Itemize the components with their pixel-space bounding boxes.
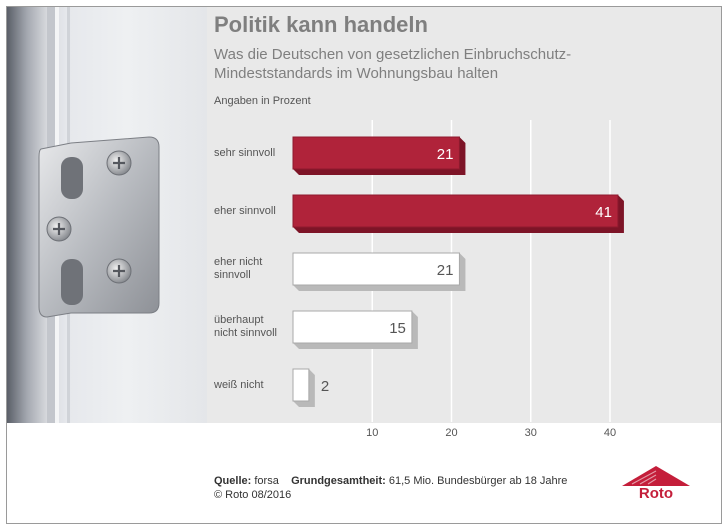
category-label: weiß nicht: [214, 379, 264, 392]
footer: [7, 423, 721, 523]
bar-value-label: 21: [437, 146, 454, 163]
bar-face: [292, 194, 619, 228]
unit-label: Angaben in Prozent: [214, 95, 311, 107]
category-label-line: eher nicht: [214, 256, 263, 268]
x-axis-ticks: 10 20 30 40: [366, 427, 616, 439]
bar-value-label: 15: [389, 320, 406, 337]
category-label: eher sinnvoll: [214, 205, 276, 218]
bar-face: [292, 368, 310, 402]
bar-value-label: 41: [595, 204, 612, 221]
population-label: Grundgesamtheit:: [291, 475, 386, 487]
category-label-line: nicht sinnvoll: [214, 327, 277, 339]
x-tick-label: 10: [366, 427, 378, 439]
bar-value-label: 2: [321, 378, 329, 395]
category-label: überhaupt nicht sinnvoll: [214, 314, 277, 340]
source-value: forsa: [254, 475, 279, 487]
copyright: © Roto 08/2016: [214, 489, 292, 501]
category-label: sehr sinnvoll: [214, 147, 275, 160]
x-tick-label: 30: [525, 427, 537, 439]
bar-4: 2: [292, 368, 329, 407]
bar-face: [292, 252, 460, 286]
chart-subtitle: Was die Deutschen von gesetzlichen Einbr…: [214, 46, 572, 82]
category-label-line: eher sinnvoll: [214, 204, 276, 217]
category-label-line: sehr sinnvoll: [214, 146, 276, 159]
source-line: Quelle: forsa Grundgesamtheit: 61,5 Mio.…: [214, 475, 567, 487]
bar-face: [292, 136, 460, 170]
bar-3: 15: [292, 310, 418, 349]
category-label-line: weiß nicht: [214, 378, 264, 391]
x-tick-label: 20: [445, 427, 457, 439]
bar-1: 41: [292, 194, 624, 233]
bars: 21 41 21 15 2: [292, 136, 624, 407]
source-label: Quelle:: [214, 475, 252, 487]
bar-value-label: 21: [437, 262, 454, 279]
roto-logo: Roto: [622, 466, 690, 502]
bar-0: 21: [292, 136, 466, 175]
infographic: [6, 6, 722, 524]
category-label: eher nicht sinnvoll: [214, 256, 262, 282]
bar-2: 21: [292, 252, 466, 291]
hinge-photo: [7, 7, 207, 423]
logo-text: Roto: [639, 485, 673, 502]
window-hinge-image: [7, 7, 160, 423]
category-label-line: überhaupt: [214, 314, 264, 326]
category-label-line: sinnvoll: [214, 269, 251, 281]
bar-face: [292, 310, 413, 344]
chart-title: Politik kann handeln: [214, 12, 428, 37]
x-tick-label: 40: [604, 427, 616, 439]
population-value: 61,5 Mio. Bundesbürger ab 18 Jahre: [388, 475, 568, 487]
